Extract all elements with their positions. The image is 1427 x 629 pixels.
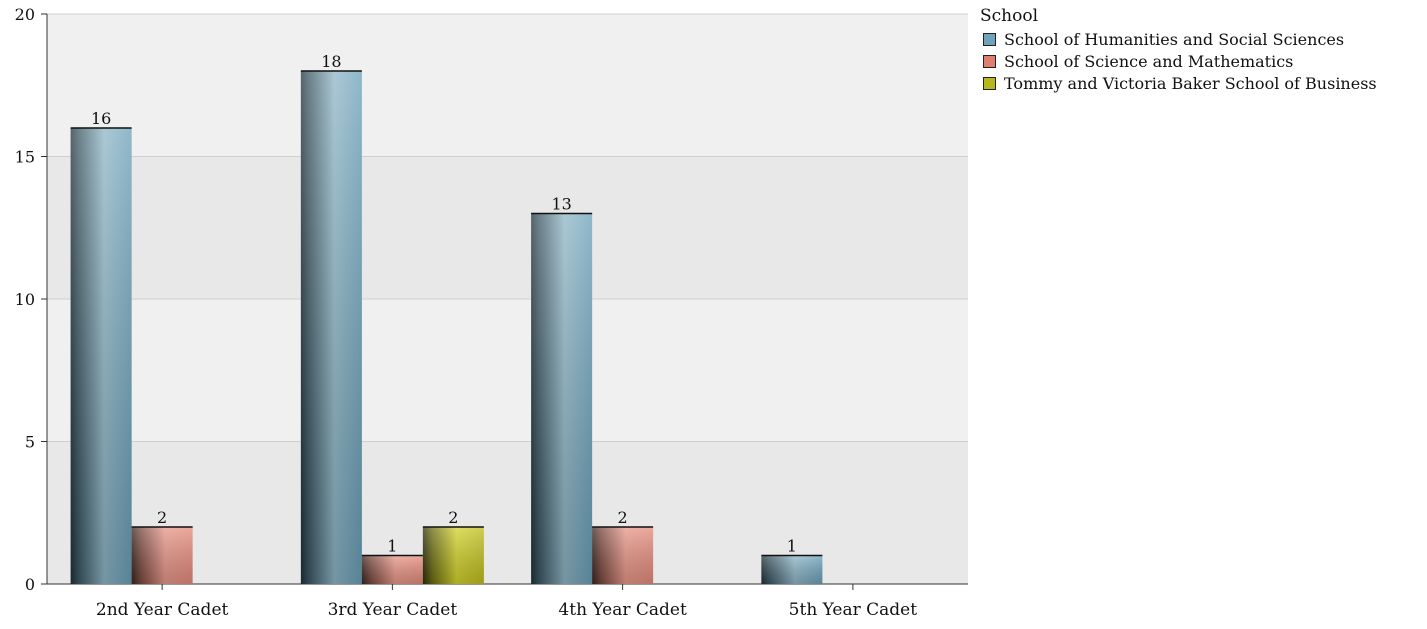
legend-swatch-science	[983, 54, 996, 68]
x-tick-label: 4th Year Cadet	[558, 600, 687, 620]
gridlines	[47, 13, 968, 442]
data-label: 18	[321, 52, 341, 71]
y-tick-label: 5	[25, 433, 35, 452]
legend-swatch-humanities	[983, 32, 996, 46]
x-tick-label: 2nd Year Cadet	[96, 600, 229, 620]
legend-item-humanities[interactable]: School of Humanities and Social Sciences	[983, 28, 1377, 50]
axes: 0 5 10 15 20 2nd Year Cadet 3rd Year Cadet 4th …	[15, 5, 968, 620]
legend-label-humanities: School of Humanities and Social Sciences	[1004, 29, 1345, 49]
y-tick-label: 10	[15, 290, 35, 309]
data-label: 2	[618, 508, 628, 527]
x-tick-label: 3rd Year Cadet	[328, 600, 458, 620]
bar-shade	[592, 527, 654, 584]
bar-chart: 0 5 10 15 20 2nd Year Cadet 3rd Year Cadet 4th …	[15, 5, 968, 620]
y-tick-label: 15	[15, 148, 35, 167]
bar-shade	[531, 213, 593, 584]
data-labels: 16 2 18 1 2 13 2 1	[91, 52, 797, 556]
plot-band	[47, 156, 968, 299]
plot-background	[47, 14, 968, 584]
legend-item-science[interactable]: School of Science and Mathematics	[983, 50, 1377, 72]
legend-label-business: Tommy and Victoria Baker School of Busin…	[1004, 73, 1377, 93]
bar-shade	[70, 128, 132, 584]
plot-band	[47, 14, 968, 157]
bars	[70, 70, 823, 584]
data-label: 2	[448, 508, 458, 527]
legend: School School of Humanities and Social S…	[980, 6, 1377, 94]
bar-shade	[131, 527, 193, 584]
legend-swatch-business	[983, 76, 996, 90]
data-label: 1	[787, 537, 797, 556]
bar-shade	[761, 555, 823, 584]
data-label: 1	[387, 537, 397, 556]
legend-item-business[interactable]: Tommy and Victoria Baker School of Busin…	[983, 72, 1377, 94]
data-label: 16	[91, 109, 111, 128]
legend-title: School	[980, 6, 1039, 26]
plot-band	[47, 299, 968, 442]
y-tick-label: 0	[25, 575, 35, 594]
bar-shade	[422, 527, 484, 584]
x-tick-label: 5th Year Cadet	[789, 600, 918, 620]
y-tick-label: 20	[15, 5, 35, 24]
bar-shade	[361, 555, 423, 584]
legend-label-science: School of Science and Mathematics	[1004, 51, 1294, 71]
data-label: 13	[551, 195, 571, 214]
bar-shade	[300, 71, 362, 584]
data-label: 2	[157, 508, 167, 527]
